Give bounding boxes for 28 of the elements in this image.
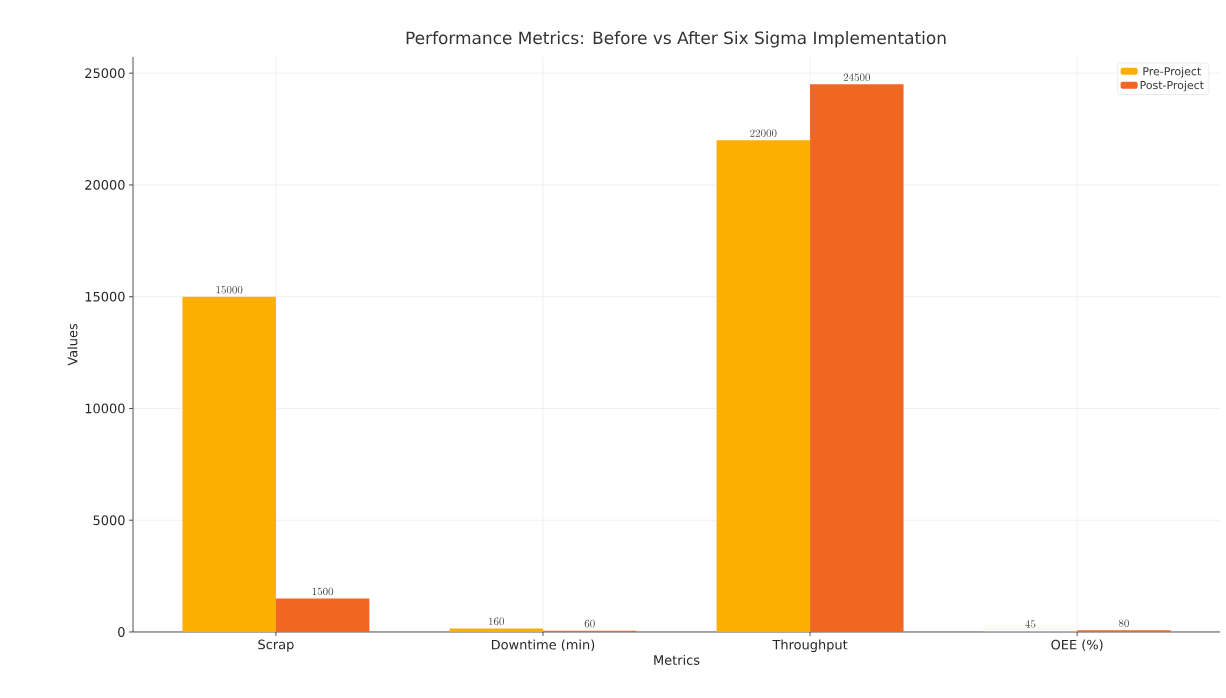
data-label: 24500 <box>843 73 870 82</box>
y-tick-label: 15000 <box>85 291 125 302</box>
x-tick-label: Throughput <box>772 639 848 653</box>
bar <box>182 296 276 632</box>
y-tick-label: 0 <box>118 627 125 637</box>
bar <box>275 598 370 632</box>
data-label: 1500 <box>312 587 334 596</box>
y-tick-label: 20000 <box>85 180 125 190</box>
x-tick-label: Scrap <box>258 639 294 652</box>
data-label: 15000 <box>216 285 243 294</box>
bar <box>716 140 811 632</box>
data-label: 22000 <box>750 129 777 137</box>
data-label: 160 <box>489 617 504 626</box>
y-tick-label: 25000 <box>85 68 125 79</box>
data-label: 80 <box>1118 619 1129 627</box>
chart-title: Performance Metrics: Before vs After Six Sigma Implementation <box>406 31 946 48</box>
y-tick-label: 10000 <box>85 403 125 414</box>
data-label: 45 <box>1025 620 1036 628</box>
data-label: 60 <box>584 619 595 628</box>
bar <box>449 628 543 632</box>
x-tick-label: OEE (%) <box>1051 639 1103 652</box>
bar <box>810 84 904 632</box>
y-axis-title: Values <box>67 323 78 366</box>
y-tick-label: 5000 <box>93 515 125 526</box>
x-axis-title: Metrics <box>654 654 700 665</box>
x-tick-label: Downtime (min) <box>491 639 595 652</box>
legend-label: Pre-Project <box>1143 66 1201 78</box>
legend-label: Post-Project <box>1140 80 1204 92</box>
